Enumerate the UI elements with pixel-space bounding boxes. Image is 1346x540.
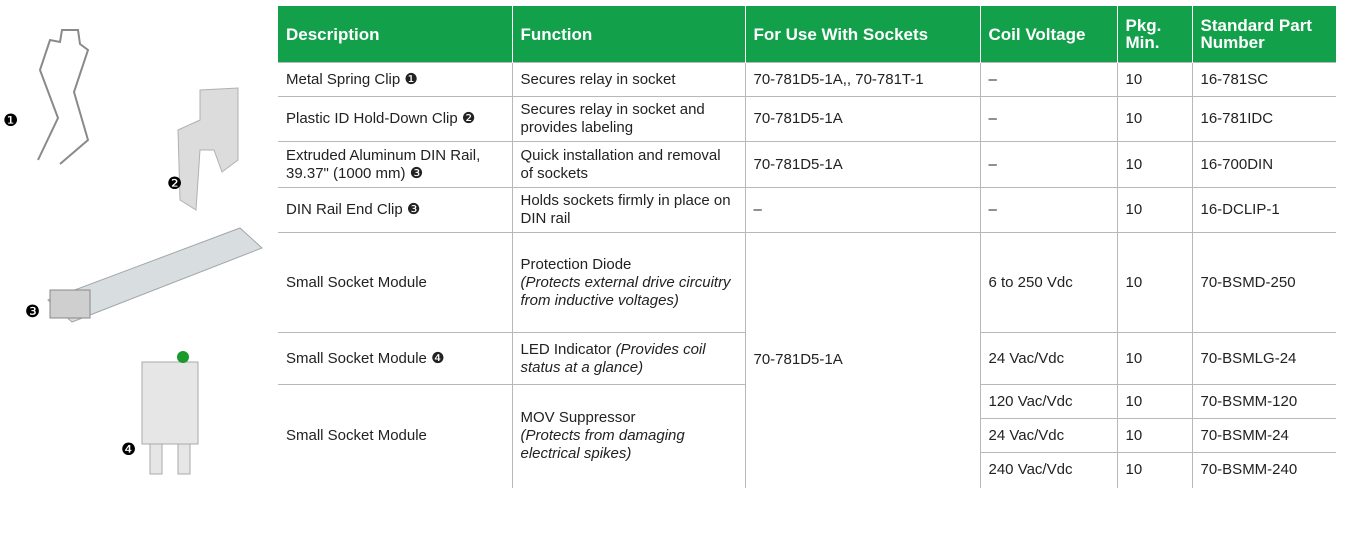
function-text: Protection Diode <box>520 255 632 273</box>
cell: – <box>979 96 1118 142</box>
cell: 10 <box>1116 332 1193 385</box>
spring-clip-image <box>37 29 90 165</box>
cell: 70-781D5-1A <box>744 96 981 142</box>
cell: Secures relay in socket <box>511 62 746 97</box>
function-note: (Protects external drive circuitry from … <box>520 273 731 309</box>
cell: Quick installation and removal of socket… <box>511 141 746 188</box>
cell: – <box>979 62 1118 97</box>
cell: 16-DCLIP-1 <box>1191 187 1336 233</box>
cell: Small Socket Module <box>278 384 513 488</box>
cell: 24 Vac/Vdc <box>980 418 1118 453</box>
module-pin <box>149 443 163 475</box>
header-cell: Coil Voltage <box>979 6 1117 63</box>
cell: 70-BSMLG-24 <box>1191 332 1336 385</box>
cell: Holds sockets firmly in place on DIN rai… <box>511 187 746 233</box>
cell: 120 Vac/Vdc <box>979 384 1118 419</box>
cell: 10 <box>1116 384 1193 419</box>
row: 24 Vac/Vdc 10 70-BSMM-24 <box>278 418 1336 453</box>
cell: 24 Vac/Vdc <box>979 332 1118 385</box>
header-cell: Description <box>278 6 512 63</box>
row: 240 Vac/Vdc 10 70-BSMM-240 <box>278 452 1336 488</box>
header-row: Description Function For Use With Socket… <box>278 6 1336 63</box>
cell: 70-781D5-1A <box>744 232 981 488</box>
cell: – <box>979 141 1118 188</box>
cell: Secures relay in socket and provides lab… <box>511 96 746 142</box>
module-image <box>141 361 199 445</box>
figure-label: ❷ <box>167 174 182 194</box>
cell: 10 <box>1116 418 1193 453</box>
cell: 70-BSMM-120 <box>1191 384 1336 419</box>
cell: 10 <box>1116 452 1193 488</box>
cell: 70-BSMM-24 <box>1191 418 1336 453</box>
cell: MOV Suppressor (Protects from damaging el… <box>511 384 746 488</box>
cell: 70-BSMD-250 <box>1191 232 1336 333</box>
figure-label: ❸ <box>25 302 40 322</box>
cell: Small Socket Module <box>278 232 513 333</box>
cell: 16-781IDC <box>1191 96 1336 142</box>
row: Small Socket Module Protection Diode (Pro… <box>278 232 1336 488</box>
cell: – <box>979 187 1118 233</box>
product-images: ❶ ❷ ❸ ❹ <box>3 29 263 475</box>
module-led <box>177 351 189 363</box>
function-note: (Provides coil status at a glance) <box>520 340 706 376</box>
cell: 6 to 250 Vdc <box>979 232 1118 333</box>
accessories-table: Description Function For Use With Socket… <box>278 6 1336 488</box>
cell: 10 <box>1116 187 1193 233</box>
header-cell: Function <box>511 6 745 63</box>
cell: DIN Rail End Clip ❸ <box>278 187 513 233</box>
cell: Metal Spring Clip ❶ <box>278 62 513 97</box>
figure-label: ❶ <box>3 111 18 131</box>
cell: 16-700DIN <box>1191 141 1336 188</box>
row: Small Socket Module MOV Suppressor (Prote… <box>278 384 1336 488</box>
cell: Small Socket Module ❹ <box>278 332 513 385</box>
cell: 10 <box>1116 232 1193 333</box>
header-cell: Pkg. Min. <box>1116 6 1192 63</box>
figure-label: ❹ <box>121 440 136 460</box>
cell: 240 Vac/Vdc <box>980 452 1118 488</box>
cell: Plastic ID Hold-Down Clip ❷ <box>278 96 513 142</box>
cell: 70-BSMM-240 <box>1191 452 1336 488</box>
cell: 10 <box>1116 141 1193 188</box>
cell: 10 <box>1116 62 1193 97</box>
function-text: MOV Suppressor <box>520 409 636 427</box>
cell: Extruded Aluminum DIN Rail, 39.37" (1000… <box>278 141 513 188</box>
row: Plastic ID Hold-Down Clip ❷ Secures rela… <box>278 96 1336 142</box>
function-note: (Protects from damaging electrical spike… <box>520 427 685 463</box>
row: Small Socket Module ❹ LED Indicator (Pro… <box>278 332 1336 385</box>
cell: 10 <box>1116 96 1193 142</box>
module-pin <box>177 443 191 475</box>
plastic-clip-image <box>177 87 239 211</box>
cell: Protection Diode (Protects external drive… <box>511 232 746 333</box>
row: Extruded Aluminum DIN Rail, 39.37" (1000… <box>278 141 1336 188</box>
cell: 70-781D5-1A <box>744 141 981 188</box>
cell: LED Indicator (Provides coil status at a… <box>511 332 746 385</box>
header-cell: For Use With Sockets <box>744 6 980 63</box>
row: Metal Spring Clip ❶ Secures relay in soc… <box>278 62 1336 97</box>
row: DIN Rail End Clip ❸ Holds sockets firmly… <box>278 187 1336 233</box>
end-clip-image <box>49 289 91 319</box>
cell: 16-781SC <box>1191 62 1336 97</box>
function-text: LED Indicator <box>520 340 612 358</box>
cell: 70-781D5-1A,, 70-781T-1 <box>744 62 981 97</box>
cell: – <box>744 187 981 233</box>
header-cell: Standard Part Number <box>1191 6 1336 63</box>
